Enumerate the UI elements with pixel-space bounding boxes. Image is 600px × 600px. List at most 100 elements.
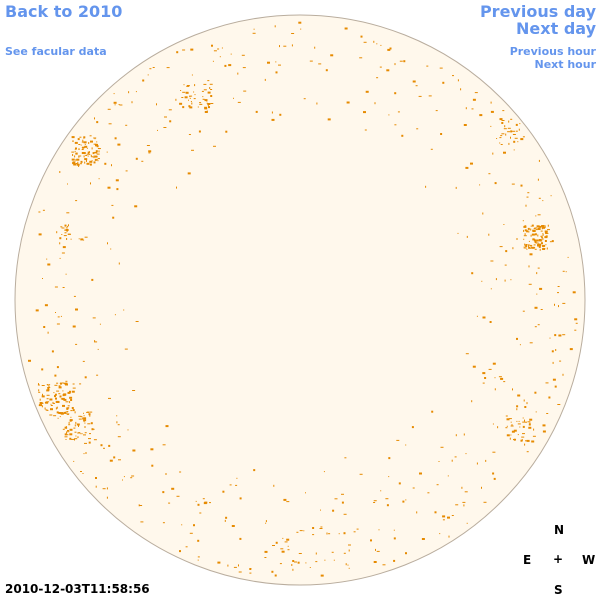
facula-mark: [479, 184, 481, 186]
facula-mark: [46, 401, 50, 403]
facula-mark: [494, 388, 496, 391]
previous-hour-link[interactable]: Previous hour: [509, 45, 596, 58]
next-hour-link[interactable]: Next hour: [534, 58, 597, 71]
facula-mark: [338, 533, 340, 535]
facula-mark: [70, 238, 72, 240]
facula-mark: [42, 393, 43, 396]
facula-mark: [455, 504, 459, 506]
facula-mark: [525, 247, 527, 249]
previous-day-link[interactable]: Previous day: [479, 2, 596, 21]
facula-mark: [80, 160, 83, 163]
facula-mark: [347, 564, 349, 566]
facula-mark: [91, 278, 94, 281]
facula-mark: [74, 150, 76, 152]
facula-mark: [534, 238, 536, 240]
facula-mark: [528, 426, 532, 429]
facula-mark: [134, 205, 138, 208]
facula-mark: [67, 225, 68, 227]
facula-mark: [440, 133, 443, 135]
facula-mark: [119, 104, 123, 106]
facula-mark: [442, 81, 445, 84]
facula-mark: [213, 145, 216, 147]
facula-mark: [463, 433, 465, 436]
facula-mark: [207, 103, 211, 105]
facula-mark: [275, 541, 278, 544]
facula-mark: [463, 504, 465, 507]
facula-mark: [376, 77, 379, 79]
facula-mark: [525, 204, 527, 207]
facula-mark: [282, 537, 284, 539]
facula-mark: [56, 231, 58, 234]
facula-mark: [50, 405, 53, 406]
facula-mark: [398, 482, 401, 485]
facula-mark: [72, 387, 76, 389]
facula-mark: [341, 501, 344, 504]
next-day-link[interactable]: Next day: [516, 19, 596, 38]
facula-mark: [89, 414, 91, 417]
facula-mark: [235, 484, 238, 486]
back-to-year-link[interactable]: Back to 2010: [5, 2, 123, 21]
facula-mark: [470, 162, 473, 165]
facula-mark: [38, 389, 40, 392]
facula-mark: [201, 90, 204, 92]
facula-mark: [93, 137, 97, 139]
facula-mark: [242, 67, 246, 69]
facula-mark: [86, 147, 88, 149]
facula-mark: [58, 385, 60, 387]
facula-mark: [541, 225, 545, 227]
facula-mark: [74, 159, 78, 161]
facula-mark: [538, 239, 542, 241]
facula-mark: [548, 396, 551, 399]
facula-mark: [185, 546, 188, 548]
facula-mark: [75, 421, 77, 424]
facula-mark: [225, 130, 228, 133]
facula-mark: [182, 49, 186, 51]
facula-mark: [78, 155, 80, 158]
facula-mark: [411, 426, 414, 429]
facula-mark: [523, 235, 527, 237]
facula-mark: [69, 401, 71, 404]
facula-mark: [387, 48, 391, 51]
facula-mark: [241, 54, 245, 56]
facula-mark: [53, 415, 57, 417]
facula-mark: [114, 314, 116, 316]
facula-mark: [506, 425, 508, 427]
facula-mark: [67, 405, 70, 407]
facula-mark: [207, 91, 211, 94]
facula-mark: [523, 238, 525, 240]
facula-mark: [113, 93, 115, 95]
facula-mark: [334, 498, 338, 500]
facula-mark: [344, 27, 348, 30]
facula-mark: [48, 385, 50, 388]
facula-mark: [64, 232, 67, 234]
facula-mark: [569, 348, 573, 351]
facula-mark: [95, 152, 98, 154]
solar-disk-icon: [14, 14, 586, 586]
facula-mark: [534, 391, 537, 394]
facula-mark: [378, 529, 380, 531]
facula-mark: [198, 130, 201, 133]
facula-mark: [525, 440, 527, 442]
facula-mark: [539, 248, 541, 251]
facula-mark: [46, 258, 48, 260]
facula-mark: [416, 128, 419, 130]
facula-mark: [508, 418, 512, 420]
facula-mark: [65, 229, 69, 231]
facula-mark: [210, 89, 213, 90]
facula-mark: [42, 402, 44, 404]
see-facular-data-link[interactable]: See facular data: [5, 45, 107, 58]
facula-mark: [209, 83, 213, 85]
facula-mark: [522, 417, 524, 419]
facula-mark: [286, 501, 290, 503]
facula-mark: [319, 528, 323, 529]
facula-mark: [524, 406, 527, 408]
facula-mark: [528, 423, 531, 426]
facula-mark: [41, 368, 44, 371]
facula-mark: [90, 182, 91, 185]
facula-mark: [504, 125, 506, 128]
facula-mark: [529, 244, 532, 246]
facula-mark: [465, 453, 467, 455]
facula-mark: [197, 559, 199, 561]
facula-mark: [505, 133, 507, 136]
facula-mark: [117, 143, 121, 146]
